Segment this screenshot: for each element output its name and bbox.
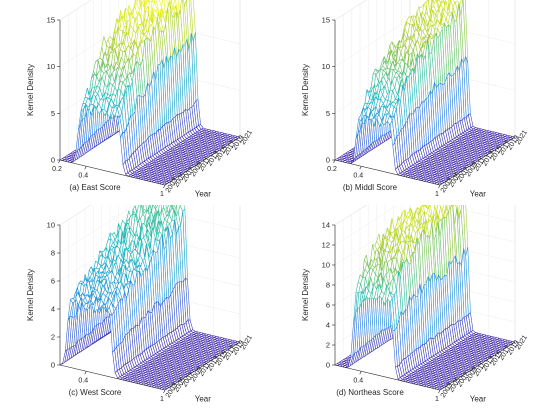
z-axis-label: Kernel Density (301, 64, 310, 116)
year-tick-label: 2021 (240, 129, 254, 146)
panel-caption: (c) West Score (69, 388, 122, 397)
z-tick-label: 5 (326, 109, 330, 118)
x-axis (334, 159, 441, 186)
x-tick (163, 184, 166, 189)
panel-caption: (a) East Score (69, 183, 121, 192)
x-tick-label: 0.4 (78, 377, 88, 384)
z-tick-label: 10 (47, 221, 55, 230)
x-tick (58, 159, 61, 164)
x-tick-label: 1 (160, 396, 164, 403)
z-tick-label: 15 (322, 16, 330, 25)
z-tick-label: 8 (51, 249, 55, 258)
x-tick-label: 0.2 (327, 166, 337, 173)
x-tick-label: 0.4 (353, 172, 363, 179)
surface-mesh (59, 205, 241, 391)
x-axis (59, 364, 166, 391)
z-tick-label: 5 (51, 109, 55, 118)
z-tick-label: 10 (322, 62, 330, 71)
z-axis-label: Kernel Density (26, 269, 35, 321)
year-axis-label: Year (195, 395, 212, 404)
surface-mesh (334, 0, 516, 186)
year-axis (164, 136, 241, 186)
x-tick-label: 1 (435, 191, 439, 198)
x-tick-label: 0.4 (78, 172, 88, 179)
year-axis (164, 341, 241, 391)
x-tick (438, 184, 441, 189)
x-tick-label: 1 (160, 191, 164, 198)
z-tick-label: 10 (47, 62, 55, 71)
z-tick-label: 0 (51, 156, 55, 165)
x-tick (333, 159, 336, 164)
surface-mesh (59, 0, 241, 186)
year-axis-label: Year (195, 190, 212, 199)
year-tick-label: 2021 (515, 129, 529, 146)
x-tick (84, 166, 87, 170)
z-tick-label: 4 (51, 305, 55, 314)
surface-mesh (334, 205, 516, 391)
z-tick-label: 0 (326, 156, 330, 165)
x-axis (59, 159, 166, 186)
z-axis-label: Kernel Density (26, 64, 35, 116)
year-axis-label: Year (470, 190, 487, 199)
year-tick-label: 2021 (240, 334, 254, 351)
z-tick-label: 0 (51, 361, 55, 370)
z-tick-label: 15 (47, 16, 55, 25)
z-tick-label: 6 (51, 277, 55, 286)
x-tick-label: 0.2 (52, 166, 62, 173)
x-tick (84, 371, 87, 375)
x-tick (359, 166, 362, 170)
x-tick (163, 389, 166, 394)
year-axis (439, 136, 516, 186)
z-tick-label: 2 (51, 333, 55, 342)
panel-caption: (b) Middl Score (343, 183, 398, 192)
